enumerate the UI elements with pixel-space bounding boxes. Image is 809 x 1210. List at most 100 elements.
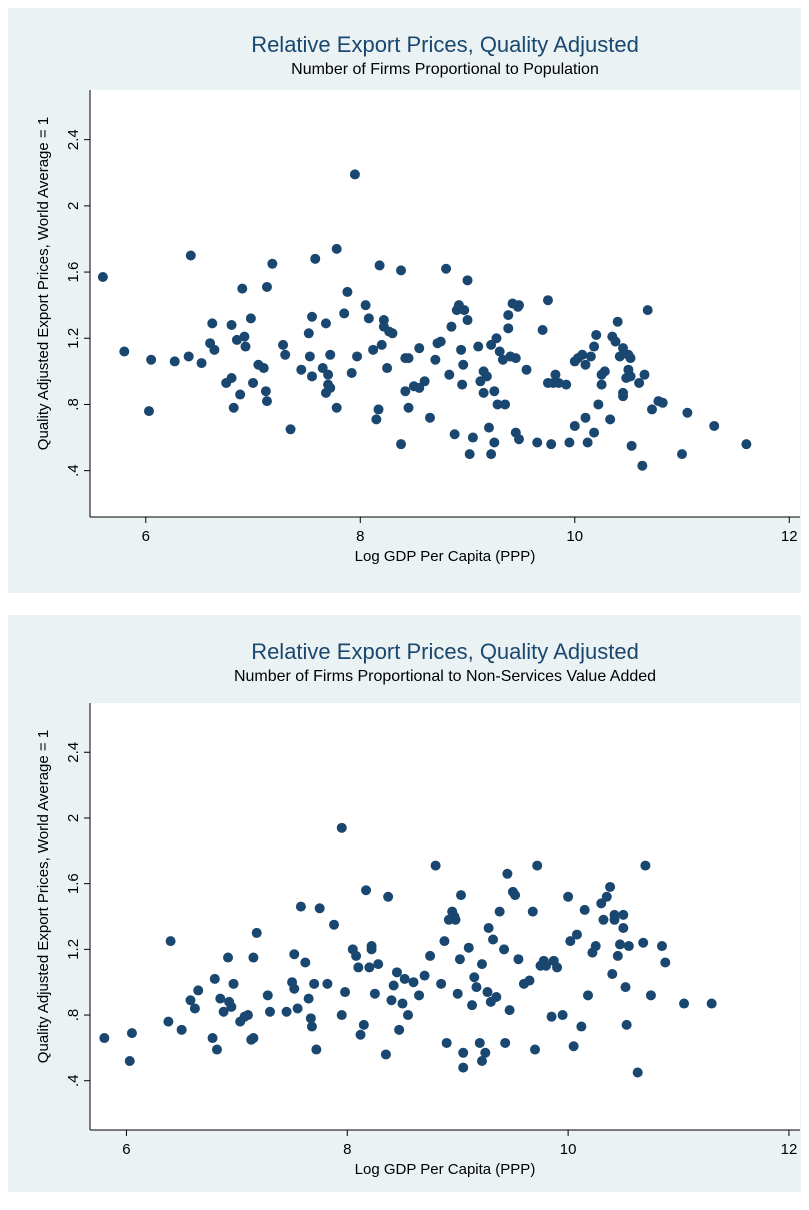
scatter-point [605, 881, 616, 892]
scatter-point [364, 962, 375, 973]
scatter-point [591, 329, 602, 340]
scatter-point [193, 985, 204, 996]
scatter-point [391, 967, 402, 978]
scatter-point [430, 354, 441, 365]
scatter-point [618, 391, 629, 402]
scatter-point [456, 344, 467, 355]
scatter-point [491, 991, 502, 1002]
scatter-point [524, 975, 535, 986]
scatter-point [625, 371, 636, 382]
scatter-point [489, 437, 500, 448]
scatter-point [645, 990, 656, 1001]
scatter-point [231, 334, 242, 345]
scatter-point [450, 914, 461, 925]
scatter-point [459, 305, 470, 316]
scatter-point [403, 353, 414, 364]
scatter-point [311, 1044, 322, 1055]
scatter-point [486, 339, 497, 350]
scatter-point [542, 295, 553, 306]
scatter-point [307, 311, 318, 322]
y-axis-label: Quality Adjusted Export Prices, World Av… [35, 117, 52, 450]
scatter-point [457, 379, 468, 390]
scatter-point [458, 1047, 469, 1058]
scatter-point [585, 351, 596, 362]
scatter-point [396, 439, 407, 450]
scatter-point [637, 460, 648, 471]
scatter-point [414, 990, 425, 1001]
scatter-point [331, 402, 342, 413]
y-tick-label: .4 [65, 464, 82, 477]
scatter-point [577, 349, 588, 360]
scatter-point [618, 922, 629, 933]
scatter-point [386, 995, 397, 1006]
scatter-point [296, 364, 307, 375]
scatter-point [569, 420, 580, 431]
scatter-point [576, 1021, 587, 1032]
scatter-point [642, 305, 653, 316]
scatter-point [476, 959, 487, 970]
scatter-point [317, 363, 328, 374]
scatter-point [119, 346, 130, 357]
scatter-point [582, 990, 593, 1001]
scatter-point [610, 336, 621, 347]
scatter-point [462, 275, 473, 286]
scatter-point [323, 369, 334, 380]
scatter-point [360, 300, 371, 311]
scatter-point [342, 286, 353, 297]
y-axis-label: Quality Adjusted Export Prices, World Av… [35, 730, 52, 1063]
scatter-point [599, 366, 610, 377]
x-tick-label: 12 [781, 528, 798, 545]
scatter-point [349, 169, 360, 180]
scatter-point [126, 1028, 137, 1039]
y-tick-label: 1.2 [65, 328, 82, 349]
scatter-point [458, 359, 469, 370]
scatter-point [492, 399, 503, 410]
scatter-point [497, 354, 508, 365]
scatter-point [228, 978, 239, 989]
scatter-point [336, 1010, 347, 1021]
scatter-point [261, 281, 272, 292]
scatter-point [514, 300, 525, 311]
scatter-point [262, 990, 273, 1001]
y-tick-label: 2.4 [65, 129, 82, 150]
scatter-point [399, 973, 410, 984]
scatter-point [419, 376, 430, 387]
scatter-point [281, 1006, 292, 1017]
y-tick-label: .8 [65, 398, 82, 411]
scatter-point [458, 1062, 469, 1073]
scatter-point [682, 407, 693, 418]
scatter-point [331, 243, 342, 254]
scatter-point [368, 344, 379, 355]
scatter-point [124, 1056, 135, 1067]
scatter-point [278, 339, 289, 350]
scatter-point [483, 422, 494, 433]
scatter-point [387, 328, 398, 339]
scatter-point [499, 944, 510, 955]
scatter-point [99, 1033, 110, 1044]
scatter-point [612, 316, 623, 327]
scatter-point [218, 1006, 229, 1017]
x-tick-label: 12 [781, 1141, 798, 1158]
scatter-point [430, 860, 441, 871]
scatter-point [280, 349, 291, 360]
scatter-point [741, 439, 752, 450]
scatter-point [623, 941, 634, 952]
scatter-point [228, 402, 239, 413]
scatter-point [267, 258, 278, 269]
scatter-point [240, 341, 251, 352]
scatter-point [261, 396, 272, 407]
plot-area [90, 90, 800, 517]
scatter-point [165, 936, 176, 947]
chart-title: Relative Export Prices, Quality Adjusted [251, 32, 639, 57]
scatter-point [363, 313, 374, 324]
scatter-point [289, 983, 300, 994]
scatter-point [403, 402, 414, 413]
scatter-point [502, 868, 513, 879]
scatter-point [441, 263, 452, 274]
scatter-point [621, 1019, 632, 1030]
scatter-point [300, 957, 311, 968]
scatter-point [471, 982, 482, 993]
scatter-point [503, 323, 514, 334]
scatter-point [618, 909, 629, 920]
